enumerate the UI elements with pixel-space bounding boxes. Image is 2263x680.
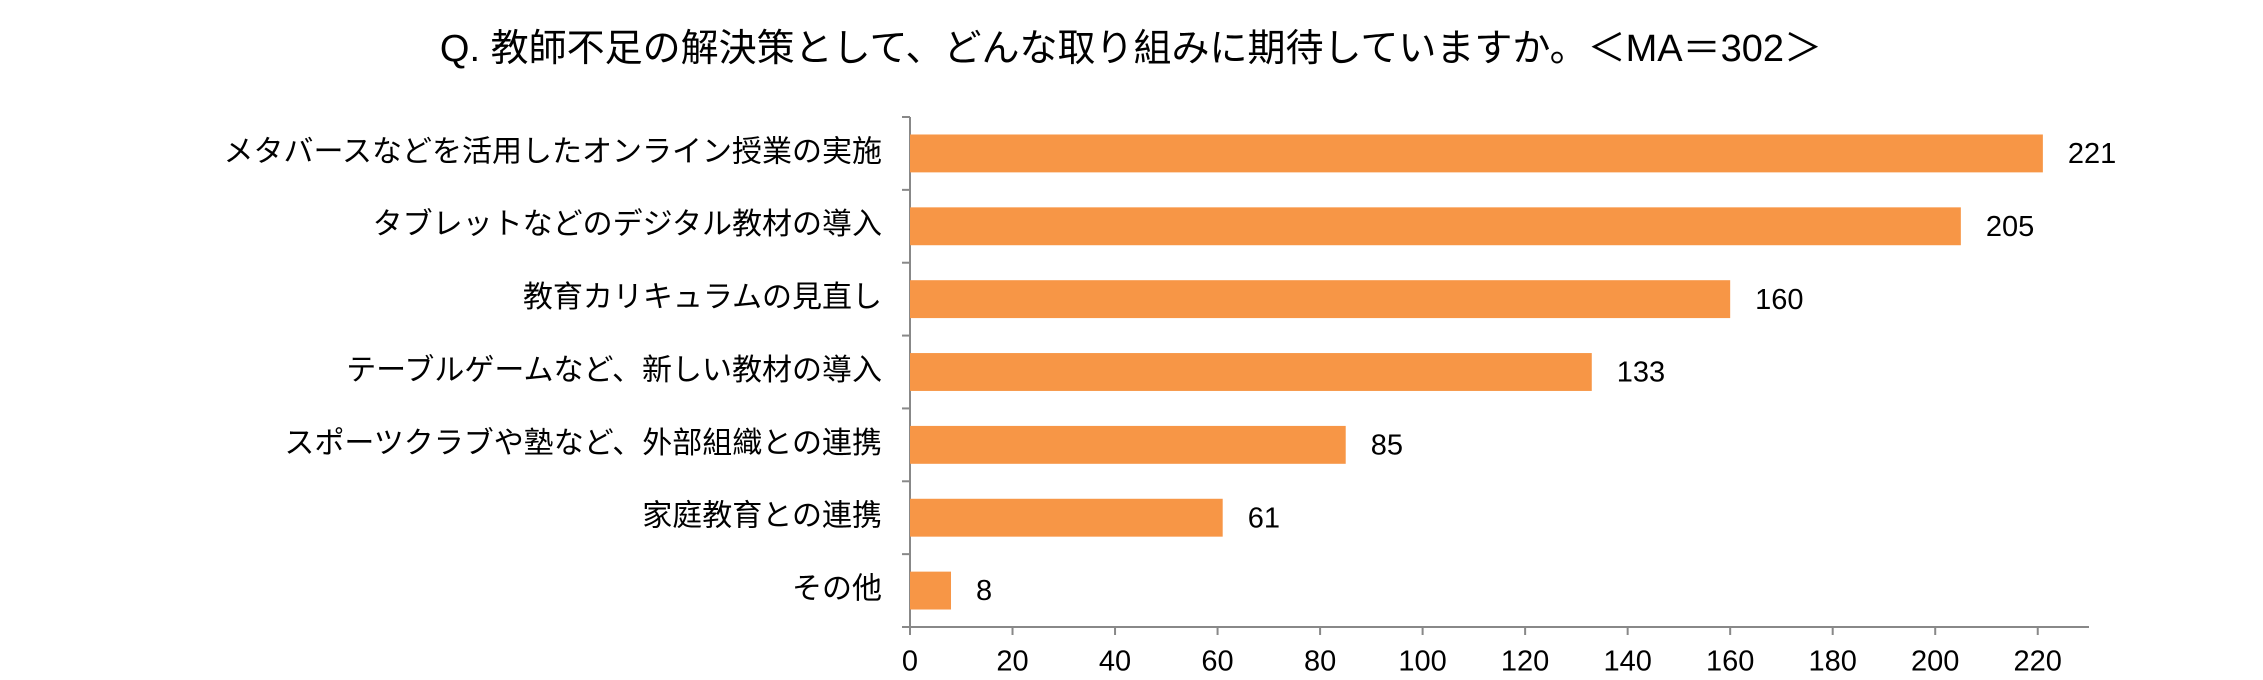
bar bbox=[910, 498, 1223, 537]
value-label: 85 bbox=[1371, 430, 1403, 462]
x-tick-label: 120 bbox=[1501, 646, 1549, 678]
x-tick-label: 160 bbox=[1706, 646, 1754, 678]
value-label: 133 bbox=[1617, 357, 1665, 389]
value-label: 8 bbox=[976, 575, 992, 607]
x-tick-label: 200 bbox=[1911, 646, 1959, 678]
bar bbox=[910, 353, 1592, 391]
bar bbox=[910, 280, 1731, 319]
chart-title: Q. 教師不足の解決策として、どんな取り組みに期待していますか。＜MA＝302＞ bbox=[440, 28, 1822, 70]
value-label: 205 bbox=[1986, 211, 2034, 243]
x-tick-label: 100 bbox=[1398, 646, 1446, 678]
x-tick-label: 0 bbox=[902, 646, 918, 678]
bar bbox=[910, 134, 2043, 173]
bar bbox=[910, 571, 952, 610]
x-tick-label: 20 bbox=[996, 646, 1028, 678]
value-label: 221 bbox=[2068, 138, 2116, 170]
x-tick-label: 80 bbox=[1304, 646, 1336, 678]
bar bbox=[910, 207, 1961, 246]
y-tick-label: メタバースなどを活用したオンライン授業の実施 bbox=[224, 135, 883, 168]
value-label: 61 bbox=[1248, 502, 1280, 534]
y-tick-label: テーブルゲームなど、新しい教材の導入 bbox=[346, 354, 882, 387]
y-tick-label: 教育カリキュラムの見直し bbox=[523, 281, 882, 314]
y-tick-label: 家庭教育との連携 bbox=[642, 500, 882, 533]
x-tick-label: 40 bbox=[1099, 646, 1131, 678]
x-tick-label: 140 bbox=[1603, 646, 1651, 678]
x-tick-label: 60 bbox=[1201, 646, 1233, 678]
value-label: 160 bbox=[1755, 284, 1803, 316]
x-tick-label: 220 bbox=[2014, 646, 2062, 678]
y-tick-label: スポーツクラブや塾など、外部組織との連携 bbox=[284, 427, 882, 460]
bar bbox=[910, 425, 1346, 464]
y-tick-label: その他 bbox=[792, 572, 882, 605]
x-tick-label: 180 bbox=[1809, 646, 1857, 678]
y-tick-label: タブレットなどのデジタル教材の導入 bbox=[373, 208, 882, 241]
